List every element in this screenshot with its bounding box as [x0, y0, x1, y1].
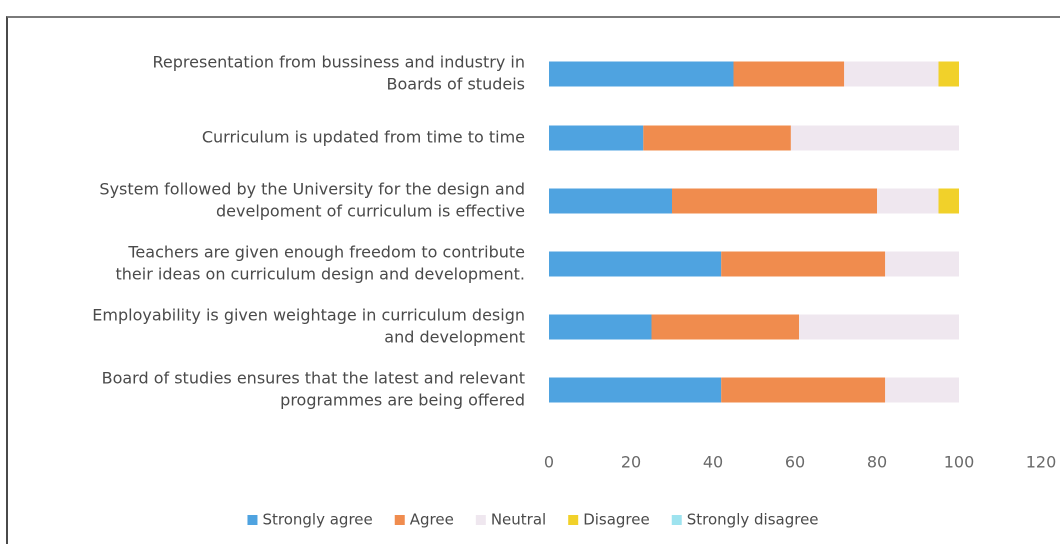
- bar-segment: [549, 61, 734, 87]
- legend-swatch: [247, 515, 258, 525]
- category-label: and development: [384, 328, 525, 347]
- bar-segment: [721, 251, 886, 277]
- bar-segment: [844, 61, 939, 87]
- legend-swatch: [671, 515, 682, 525]
- x-tick-label: 0: [544, 453, 554, 472]
- bar-segment: [885, 251, 959, 277]
- bar-segment: [733, 61, 845, 87]
- bar-segment: [549, 251, 722, 277]
- legend-label: Agree: [410, 511, 454, 529]
- chart-frame: [6, 16, 1060, 544]
- bar-segment: [549, 125, 644, 151]
- bars-layer: [549, 61, 959, 403]
- legend-swatch: [568, 515, 579, 525]
- legend-swatch: [394, 515, 405, 525]
- x-tick-label: 60: [785, 453, 805, 472]
- legend-label: Neutral: [491, 511, 546, 529]
- bar-segment: [721, 377, 886, 403]
- legend-label: Strongly agree: [262, 511, 372, 529]
- bar-segment: [672, 188, 877, 214]
- bar-segment: [877, 188, 939, 214]
- category-label: Curriculum is updated from time to time: [202, 128, 525, 147]
- bar-segment: [799, 314, 959, 340]
- category-label: Board of studies ensures that the latest…: [102, 369, 525, 388]
- category-labels: Representation from bussiness and indust…: [92, 53, 525, 410]
- x-tick-label: 100: [944, 453, 975, 472]
- category-label: Teachers are given enough freedom to con…: [127, 243, 525, 262]
- category-label: Representation from bussiness and indust…: [153, 53, 525, 72]
- bar-segment: [549, 377, 722, 403]
- x-tick-label: 20: [621, 453, 641, 472]
- bar-segment: [885, 377, 959, 403]
- category-label: develpoment of curriculum is effective: [216, 202, 525, 221]
- bar-segment: [549, 188, 672, 214]
- bar-segment: [938, 61, 959, 87]
- legend-swatch: [475, 515, 486, 525]
- category-label: System followed by the University for th…: [99, 180, 525, 199]
- bar-segment: [938, 188, 959, 214]
- category-label: programmes are being offered: [280, 391, 525, 410]
- x-tick-label: 120: [1026, 453, 1057, 472]
- bar-segment: [643, 125, 791, 151]
- bar-segment: [549, 314, 652, 340]
- bar-segment: [790, 125, 959, 151]
- bar-segment: [651, 314, 800, 340]
- legend-label: Disagree: [583, 511, 650, 529]
- legend-label: Strongly disagree: [687, 511, 819, 529]
- x-axis-ticks: 0 20 40 60 80 100 120: [544, 453, 1056, 472]
- category-label: Employability is given weightage in curr…: [92, 306, 525, 325]
- x-tick-label: 40: [703, 453, 723, 472]
- x-tick-label: 80: [867, 453, 887, 472]
- legend: Strongly agree Agree Neutral Disagree Strong…: [247, 511, 819, 529]
- category-label: Boards of studeis: [387, 75, 525, 94]
- category-label: their ideas on curriculum design and dev…: [116, 265, 526, 284]
